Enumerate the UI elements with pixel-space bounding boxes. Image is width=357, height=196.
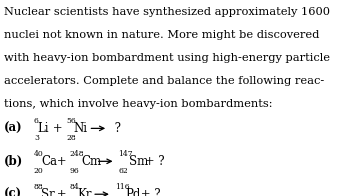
Text: Nuclear scientists have synthesized approximately 1600: Nuclear scientists have synthesized appr… xyxy=(4,7,330,17)
Text: +: + xyxy=(53,155,70,168)
Text: 40: 40 xyxy=(34,150,44,158)
Text: Cm: Cm xyxy=(81,155,101,168)
Text: Li: Li xyxy=(37,122,49,135)
Text: 20: 20 xyxy=(34,167,44,175)
Text: 3: 3 xyxy=(34,134,39,142)
Text: + ?: + ? xyxy=(141,155,165,168)
Text: (c): (c) xyxy=(4,188,22,196)
Text: 147: 147 xyxy=(119,150,133,158)
Text: Sr: Sr xyxy=(41,188,55,196)
Text: Ca: Ca xyxy=(41,155,57,168)
Text: 28: 28 xyxy=(66,134,76,142)
Text: tions, which involve heavy-ion bombardments:: tions, which involve heavy-ion bombardme… xyxy=(4,99,273,109)
Text: +: + xyxy=(53,188,70,196)
Text: Pd: Pd xyxy=(126,188,141,196)
Text: 88: 88 xyxy=(34,183,44,191)
Text: 62: 62 xyxy=(119,167,128,175)
Text: Ni: Ni xyxy=(74,122,87,135)
Text: with heavy-ion bombardment using high-energy particle: with heavy-ion bombardment using high-en… xyxy=(4,53,330,63)
Text: accelerators. Complete and balance the following reac-: accelerators. Complete and balance the f… xyxy=(4,76,325,86)
Text: (a): (a) xyxy=(4,122,23,135)
Text: 56: 56 xyxy=(66,117,76,125)
Text: 6: 6 xyxy=(34,117,39,125)
Text: nuclei not known in nature. More might be discovered: nuclei not known in nature. More might b… xyxy=(4,30,320,40)
Text: Sm: Sm xyxy=(130,155,149,168)
Text: 96: 96 xyxy=(70,167,80,175)
Text: Kr: Kr xyxy=(77,188,92,196)
Text: 84: 84 xyxy=(70,183,80,191)
Text: + ?: + ? xyxy=(137,188,161,196)
Text: ?: ? xyxy=(111,122,121,135)
Text: 248: 248 xyxy=(70,150,85,158)
Text: +: + xyxy=(49,122,66,135)
Text: 116: 116 xyxy=(115,183,129,191)
Text: (b): (b) xyxy=(4,155,24,168)
